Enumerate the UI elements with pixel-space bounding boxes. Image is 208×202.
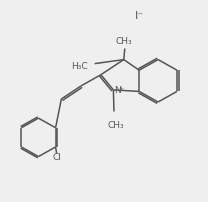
Text: +: + [119,86,124,91]
Text: CH₃: CH₃ [107,121,124,130]
Text: H₃C: H₃C [71,62,87,71]
Text: N: N [115,86,121,95]
Text: Cl: Cl [53,153,62,162]
Text: I⁻: I⁻ [135,11,144,21]
Text: CH₃: CH₃ [115,37,132,46]
